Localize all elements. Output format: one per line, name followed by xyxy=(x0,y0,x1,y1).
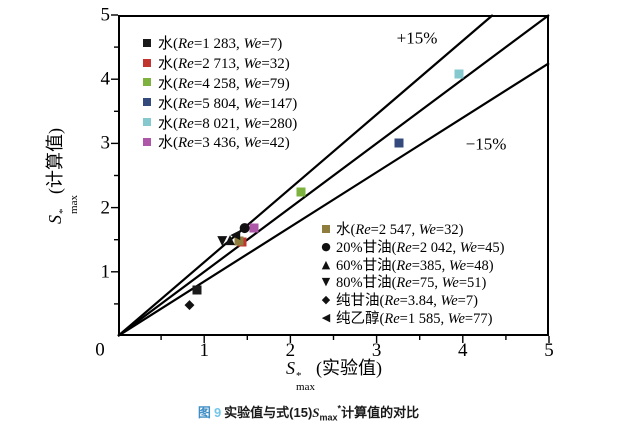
legend-item-water-re4258: 水(Re=4 258, We=79) xyxy=(140,73,297,93)
legend-label: 水(Re=1 283, We=7) xyxy=(158,36,283,53)
x-tick-label-2: 2 xyxy=(285,340,296,361)
s-subscript: max xyxy=(296,381,315,393)
square-swatch xyxy=(322,224,330,233)
legend-label: 60%甘油(Re=385, We=48) xyxy=(336,257,494,274)
point-water-re8021 xyxy=(454,69,464,79)
legend-fluids: 水(Re=2 547, We=32) ● 20%甘油(Re=2 042, We=45… xyxy=(319,220,504,326)
caption-text-post: 计算值的对比 xyxy=(341,405,420,420)
square-swatch xyxy=(143,137,151,146)
legend-water: 水(Re=1 283, We=7) 水(Re=2 713, We=32) 水(Re=… xyxy=(140,33,297,152)
triangle-left-marker-icon: ◀ xyxy=(321,310,331,324)
square-swatch xyxy=(143,38,151,47)
legend-item-water-re5804: 水(Re=5 804, We=147) xyxy=(140,92,297,112)
y-tick-label-2: 2 xyxy=(100,197,111,219)
square-swatch xyxy=(143,58,151,67)
s-subscript: max xyxy=(68,195,80,214)
square-swatch xyxy=(143,98,151,107)
point-pure-glycerol: ◆ xyxy=(184,297,195,313)
caption-fig-label: 图 xyxy=(197,405,211,420)
legend-item-water-re1283: 水(Re=1 283, We=7) xyxy=(140,33,297,53)
point-water-re2547 xyxy=(234,236,244,246)
square-marker-icon xyxy=(140,98,154,107)
point-water-re1283 xyxy=(192,285,202,295)
legend-label: 水(Re=2 547, We=32) xyxy=(336,222,464,239)
x-tick-label-3: 3 xyxy=(371,340,382,361)
point-glycerol-60: ▲ xyxy=(225,232,236,248)
s-supsub: * max xyxy=(57,195,80,214)
square-marker-icon xyxy=(140,78,154,87)
legend-item-pure-ethanol: ◀ 纯乙醇(Re=1 585, We=77) xyxy=(319,308,504,327)
y-tick-label-4: 4 xyxy=(100,68,111,90)
point-glycerol-20: ● xyxy=(239,220,251,235)
legend-item-glycerol-80: ▼ 80%甘油(Re=75, We=51) xyxy=(319,273,504,291)
legend-label: 水(Re=2 713, We=32) xyxy=(158,56,290,73)
point-water-re3436 xyxy=(249,223,259,233)
s-supsub: * max xyxy=(296,371,315,393)
triangle-down-marker-icon: ▼ xyxy=(321,275,331,289)
legend-item-glycerol-60: ▲ 60%甘油(Re=385, We=48) xyxy=(319,255,504,274)
legend-item-water-re8021: 水(Re=8 021, We=280) xyxy=(140,112,297,132)
y-tick-label-1: 1 xyxy=(100,261,111,283)
legend-label: 纯乙醇(Re=1 585, We=77) xyxy=(336,310,493,327)
point-water-re5804 xyxy=(394,138,404,148)
s-symbol: S xyxy=(286,358,296,378)
y-axis-paren: (计算值) xyxy=(45,128,65,195)
y-tick-label-5: 5 xyxy=(100,4,111,26)
caption-s-symbol: S xyxy=(312,405,320,420)
x-axis-label: S * max (实验值) xyxy=(286,358,382,393)
y-tick-label-3: 3 xyxy=(100,132,111,154)
point-water-re4258 xyxy=(296,187,306,197)
legend-label: 水(Re=4 258, We=79) xyxy=(158,76,290,92)
caption-fig-number: 9 xyxy=(213,405,222,420)
legend-item-pure-glycerol: ◆ 纯甘油(Re=3.84, We=7) xyxy=(319,291,504,309)
legend-label: 纯甘油(Re=3.84, We=7) xyxy=(336,293,478,310)
circle-marker-icon: ● xyxy=(321,240,331,254)
legend-label: 80%甘油(Re=75, We=51) xyxy=(336,275,487,292)
plot-border xyxy=(118,15,549,336)
square-marker-icon xyxy=(140,38,154,47)
caption-s-superscript: * xyxy=(337,403,342,414)
x-tick-label-5: 5 xyxy=(544,340,554,361)
triangle-up-marker-icon: ▲ xyxy=(321,257,331,271)
caption-text-pre: 实验值与式(15) xyxy=(224,405,313,420)
legend-label: 水(Re=8 021, We=280) xyxy=(158,115,298,132)
legend-label: 水(Re=5 804, We=147) xyxy=(158,95,298,112)
point-pure-ethanol: ◀ xyxy=(230,227,241,243)
origin-label: 0 xyxy=(95,339,105,361)
legend-label: 水(Re=3 436, We=42) xyxy=(158,135,290,152)
y-axis-label: S * max (计算值) xyxy=(45,128,80,224)
legend-item-glycerol-20: ● 20%甘油(Re=2 042, We=45) xyxy=(319,238,504,256)
caption-s-subscript: max xyxy=(319,412,338,423)
legend-item-water-re2713: 水(Re=2 713, We=32) xyxy=(140,53,297,73)
ref-line--15% xyxy=(117,62,550,337)
square-swatch xyxy=(143,118,151,127)
legend-item-water-re3436: 水(Re=3 436, We=42) xyxy=(140,132,297,152)
ref-line-+15% xyxy=(117,14,494,337)
diamond-marker-icon: ◆ xyxy=(321,293,331,307)
square-swatch xyxy=(143,78,151,87)
s-symbol: S xyxy=(45,214,65,224)
plot-area: ● ▲ ▼ ◆ ◀ xyxy=(111,14,550,343)
plot-frame-and-lines xyxy=(111,14,550,343)
x-axis-paren: (实验值) xyxy=(315,358,382,378)
figure-caption: 图 9 实验值与式(15)Smax*计算值的对比 xyxy=(0,402,617,423)
x-tick-label-4: 4 xyxy=(458,340,468,361)
legend-item-water-re2547: 水(Re=2 547, We=32) xyxy=(319,220,504,238)
legend-label: 20%甘油(Re=2 042, We=45) xyxy=(336,240,505,257)
square-marker-icon xyxy=(140,137,154,146)
square-marker-icon xyxy=(140,58,154,67)
minus15-line-label: −15% xyxy=(465,134,507,154)
x-tick-label-1: 1 xyxy=(199,340,209,361)
s-superscript: * xyxy=(296,370,302,382)
square-marker-icon xyxy=(319,224,333,233)
point-glycerol-80: ▼ xyxy=(217,233,228,249)
ref-line-1:1 xyxy=(117,14,550,337)
plus15-line-label: +15% xyxy=(396,28,438,48)
square-marker-icon xyxy=(140,118,154,127)
